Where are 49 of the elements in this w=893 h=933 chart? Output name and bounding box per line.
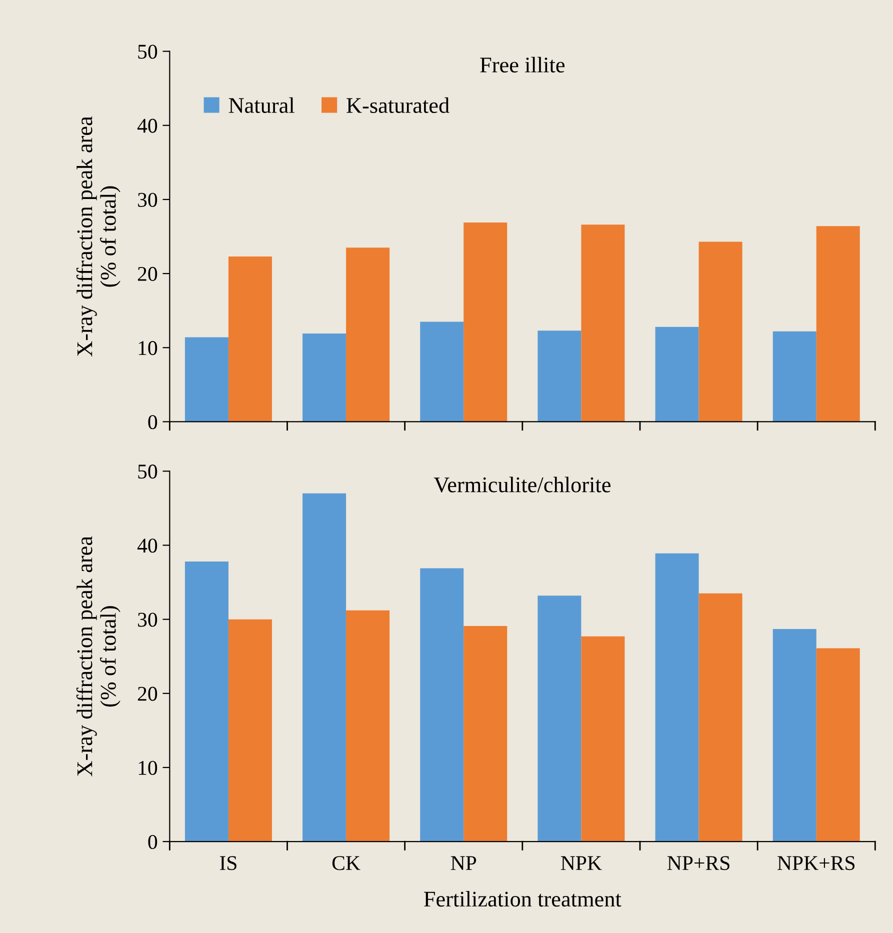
y-tick-label: 20: [138, 266, 158, 281]
y-tick-label: 0: [148, 834, 158, 849]
bar: [772, 628, 816, 842]
bar: [655, 553, 699, 842]
bar: [228, 619, 272, 842]
bar: [698, 242, 742, 422]
y-tick-label: 40: [137, 118, 158, 133]
bar: [184, 562, 228, 842]
x-tick-label: NP+RS: [667, 856, 730, 870]
y-tick-label: 50: [138, 44, 158, 59]
bar: [302, 493, 346, 842]
bar: [228, 256, 272, 422]
bar: [698, 593, 742, 842]
bar: [302, 334, 346, 422]
y-tick-label: 50: [138, 464, 158, 479]
y-tick-label: 0: [148, 415, 158, 430]
chart-title: Free illite: [480, 56, 565, 73]
bar: [816, 226, 860, 422]
bar: [538, 330, 582, 422]
legend-label: K-saturated: [346, 97, 450, 114]
bar: [464, 222, 508, 422]
bar: [346, 610, 390, 842]
x-axis-title: Fertilization treatment: [424, 891, 622, 907]
legend-label: Natural: [228, 97, 294, 114]
x-tick-label: NPK+RS: [777, 856, 855, 870]
x-tick-label: IS: [220, 856, 236, 870]
y-tick-label: 10: [138, 341, 158, 356]
bar: [816, 648, 860, 842]
bar: [772, 331, 816, 422]
bar: [538, 596, 582, 842]
y-tick-label: 30: [138, 612, 158, 627]
y-tick-label: 40: [137, 538, 158, 553]
bar: [420, 568, 464, 842]
bar: [655, 326, 699, 422]
x-tick-label: NP: [450, 856, 476, 870]
x-tick-label: NPK: [560, 856, 602, 870]
bar: [581, 224, 625, 422]
chart-title: Vermiculite/chlorite: [434, 476, 610, 492]
y-axis-title: X-ray diffraction peak area (% of total): [76, 536, 120, 776]
y-tick-label: 10: [138, 760, 158, 775]
y-tick-label: 30: [138, 192, 158, 207]
bar: [420, 322, 464, 422]
bar: [464, 626, 508, 842]
bar: [184, 337, 228, 422]
x-tick-label: CK: [332, 856, 360, 870]
y-tick-label: 20: [138, 686, 158, 701]
bar: [346, 248, 390, 422]
bar: [581, 636, 625, 842]
y-axis-title: X-ray diffraction peak area (% of total): [76, 116, 120, 356]
